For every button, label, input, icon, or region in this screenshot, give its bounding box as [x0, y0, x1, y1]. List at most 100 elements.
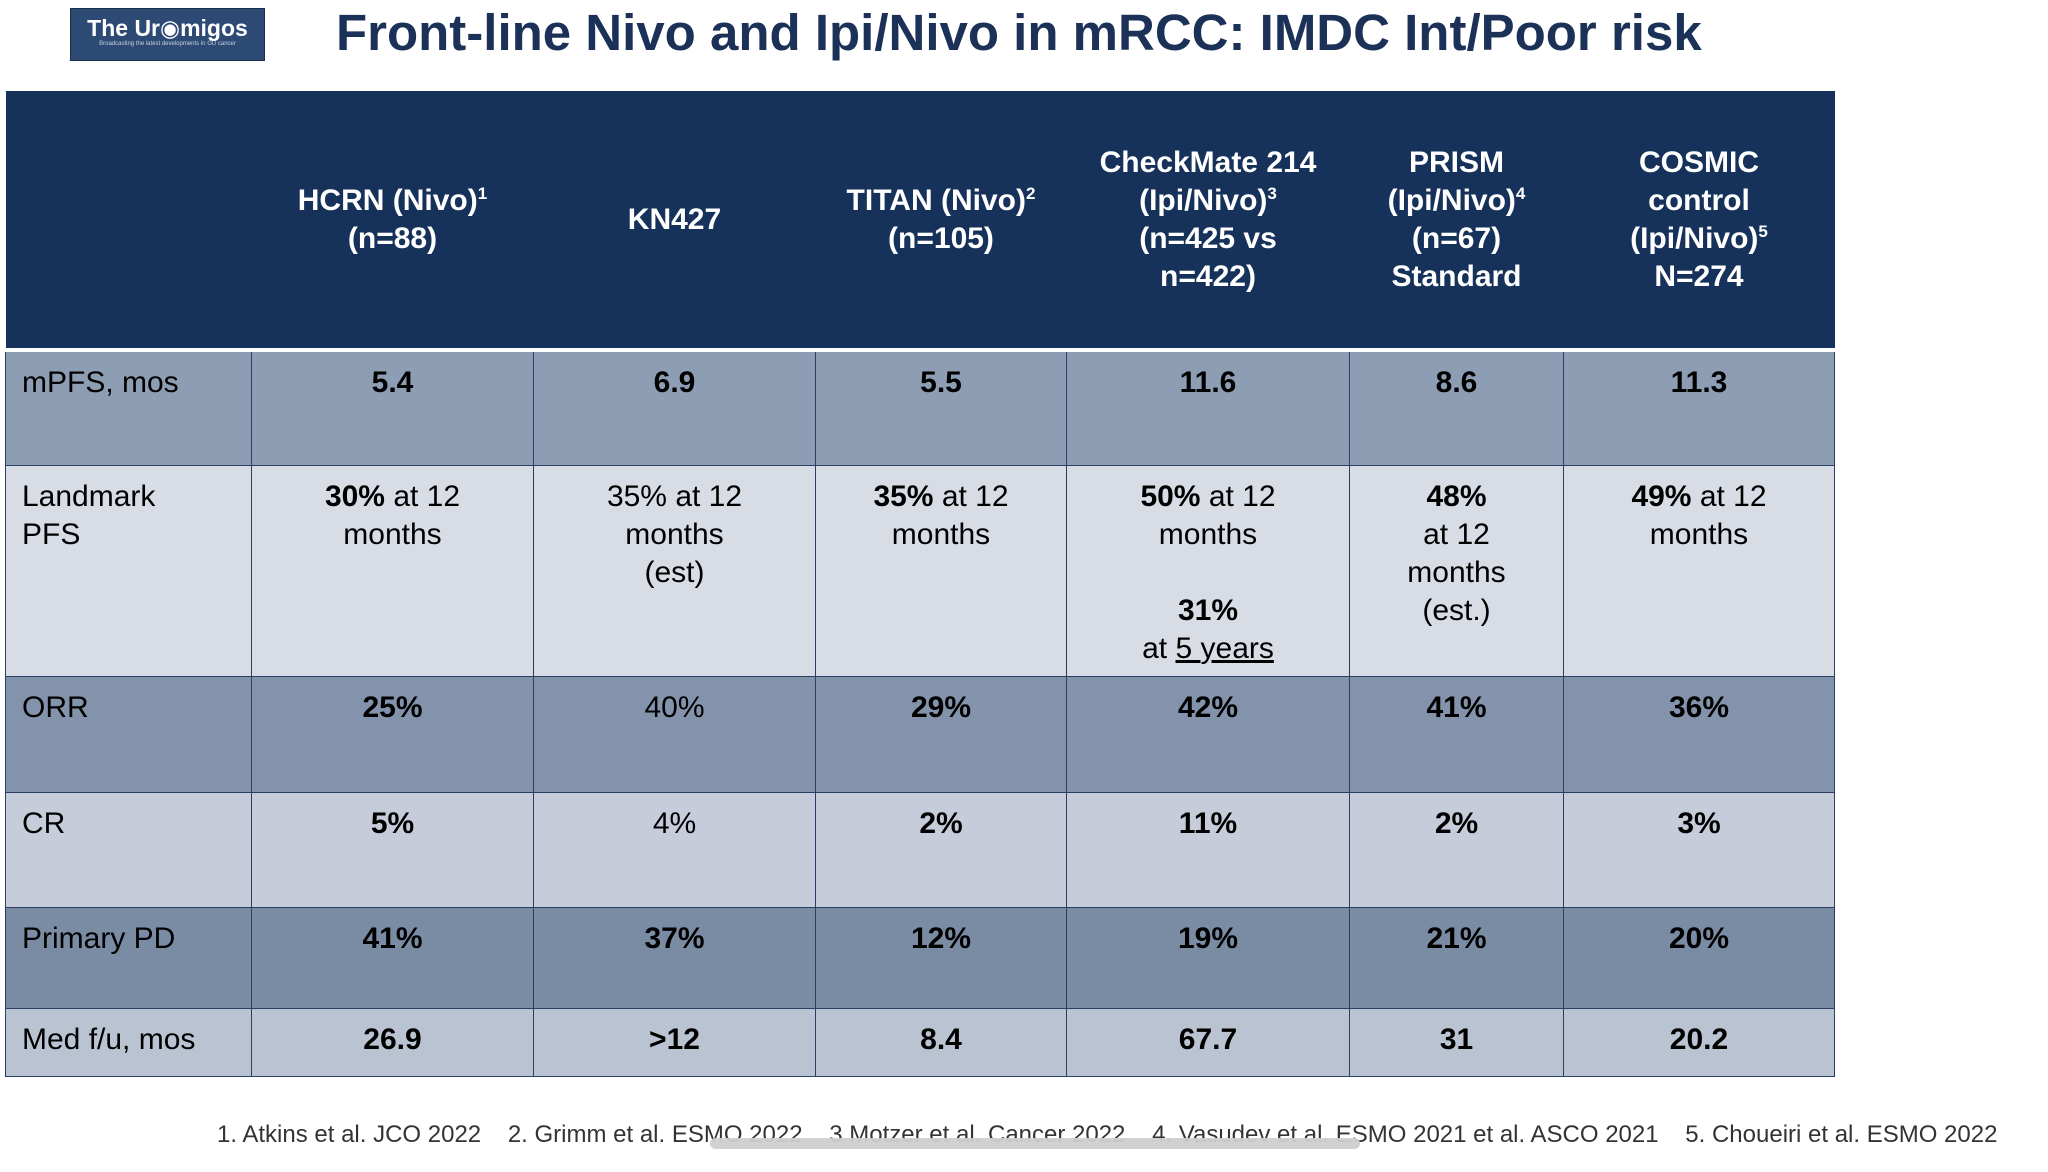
landmark-text: 35% at 12 [606, 479, 743, 513]
table-cell: 5% [251, 791, 534, 908]
table-cell: 12% [815, 906, 1067, 1009]
table-cell: >12 [533, 1007, 816, 1077]
header-sample-size: (n=425 vs [1139, 221, 1277, 255]
table-cell: 8.6 [1349, 349, 1564, 466]
column-header-titan: TITAN (Nivo)2 (n=105) [815, 91, 1067, 352]
table-cell: 20.2 [1563, 1007, 1835, 1077]
table-row-orr: ORR 25% 40% 29% 42% 41% 36% [5, 675, 1835, 793]
table-cell: 5.5 [815, 349, 1067, 466]
table-cell: 11% [1066, 791, 1350, 908]
header-sample-size: (n=67) [1411, 221, 1502, 255]
footnote: 5. Choueiri et al. ESMO 2022 [1685, 1121, 1998, 1148]
table-row-primary-pd: Primary PD 41% 37% 12% 19% 21% 20% [5, 906, 1835, 1009]
page-title: Front-line Nivo and Ipi/Nivo in mRCC: IM… [336, 4, 1702, 61]
column-header-cosmic: COSMIC control (Ipi/Nivo)5 N=274 [1563, 91, 1835, 352]
footnote-ref: 2 [1025, 183, 1036, 203]
table-cell: 41% [1349, 675, 1564, 793]
landmark-text: at 12 [1423, 517, 1490, 551]
table-cell: 35% at 12 months [815, 464, 1067, 677]
logo-text: The Ur◉migos [87, 15, 248, 41]
table-cell: 2% [1349, 791, 1564, 908]
landmark-value: 30% [324, 479, 385, 513]
table-row-mpfs: mPFS, mos 5.4 6.9 5.5 11.6 8.6 11.3 [5, 349, 1835, 466]
table-cell: 4% [533, 791, 816, 908]
landmark-text: months [1649, 517, 1749, 551]
table-cell: 50% at 12 months 31% at 5 years [1066, 464, 1350, 677]
logo-tagline: Broadcasting the latest developments in … [99, 41, 236, 47]
table-cell: 40% [533, 675, 816, 793]
header-label: TITAN (Nivo) [846, 183, 1026, 217]
header-sample-size: (n=88) [347, 221, 438, 255]
landmark-value: 35% [873, 479, 934, 513]
table-cell: 42% [1066, 675, 1350, 793]
table-cell: 8.4 [815, 1007, 1067, 1077]
table-cell: 21% [1349, 906, 1564, 1009]
table-cell: 20% [1563, 906, 1835, 1009]
table-cell: 48% at 12 months (est.) [1349, 464, 1564, 677]
table-cell: 26.9 [251, 1007, 534, 1077]
table-row-median-follow-up: Med f/u, mos 26.9 >12 8.4 67.7 31 20.2 [5, 1007, 1835, 1077]
row-label: CR [5, 791, 252, 908]
table-cell: 11.6 [1066, 349, 1350, 466]
table-header-row: HCRN (Nivo)1 (n=88) KN427 TITAN (Nivo)2 … [5, 91, 1835, 352]
landmark-text: at 12 [1691, 479, 1767, 513]
landmark-value: 31% [1177, 593, 1239, 627]
table-cell: 11.3 [1563, 349, 1835, 466]
landmark-text: months [1158, 517, 1258, 551]
header-arm: Standard [1391, 259, 1522, 293]
table-cell: 25% [251, 675, 534, 793]
header-empty-cell [5, 91, 252, 352]
landmark-text: months [891, 517, 991, 551]
column-header-hcrn: HCRN (Nivo)1 (n=88) [251, 91, 534, 352]
header-regimen: (Ipi/Nivo) [1139, 183, 1268, 217]
column-header-prism: PRISM (Ipi/Nivo)4 (n=67) Standard [1349, 91, 1564, 352]
landmark-text: months [343, 517, 442, 551]
row-label-line: PFS [22, 517, 81, 551]
row-label-line: Landmark [22, 479, 156, 513]
header-label: KN427 [627, 202, 722, 236]
table-cell: 35% at 12 months (est) [533, 464, 816, 677]
landmark-text: at 12 [933, 479, 1009, 513]
footnote-ref: 5 [1758, 221, 1768, 241]
landmark-text-underlined: 5 years [1175, 631, 1274, 665]
table-row-cr: CR 5% 4% 2% 11% 2% 3% [5, 791, 1835, 908]
header-regimen: (Ipi/Nivo) [1630, 221, 1759, 255]
header-arm: control [1648, 183, 1750, 217]
table-cell: 19% [1066, 906, 1350, 1009]
landmark-value: 49% [1631, 479, 1692, 513]
landmark-text: (est) [644, 555, 705, 589]
table-cell: 6.9 [533, 349, 816, 466]
header-label: COSMIC [1639, 145, 1759, 179]
row-label: Landmark PFS [5, 464, 252, 677]
landmark-text: months [1407, 555, 1506, 589]
table-cell: 3% [1563, 791, 1835, 908]
header-regimen: (Ipi/Nivo) [1387, 183, 1516, 217]
table-cell: 5.4 [251, 349, 534, 466]
header-sample-size: N=274 [1654, 259, 1744, 293]
header-label: CheckMate 214 [1099, 145, 1317, 179]
table-cell: 36% [1563, 675, 1835, 793]
footnote-ref: 3 [1267, 183, 1277, 203]
header-label: HCRN (Nivo) [297, 183, 478, 217]
header-sample-size-cont: n=422) [1160, 259, 1256, 293]
row-label: Primary PD [5, 906, 252, 1009]
landmark-text: at [1142, 631, 1176, 665]
table-cell: 67.7 [1066, 1007, 1350, 1077]
uromigos-logo: The Ur◉migos Broadcasting the latest dev… [70, 8, 265, 61]
column-header-checkmate-214: CheckMate 214 (Ipi/Nivo)3 (n=425 vs n=42… [1066, 91, 1350, 352]
comparison-table: HCRN (Nivo)1 (n=88) KN427 TITAN (Nivo)2 … [5, 91, 1835, 1077]
row-label: Med f/u, mos [5, 1007, 252, 1077]
table-cell: 2% [815, 791, 1067, 908]
table-cell: 29% [815, 675, 1067, 793]
table-cell: 31 [1349, 1007, 1564, 1077]
landmark-value: 50% [1140, 479, 1201, 513]
cell-spacer [1073, 554, 1343, 592]
footnote-ref: 1 [477, 183, 488, 203]
horizontal-scrollbar[interactable] [710, 1138, 1360, 1149]
header-sample-size: (n=105) [888, 221, 994, 255]
row-label: ORR [5, 675, 252, 793]
landmark-text: (est.) [1422, 593, 1491, 627]
table-cell: 41% [251, 906, 534, 1009]
column-header-kn427: KN427 [533, 91, 816, 352]
footnote: 1. Atkins et al. JCO 2022 [217, 1121, 482, 1148]
